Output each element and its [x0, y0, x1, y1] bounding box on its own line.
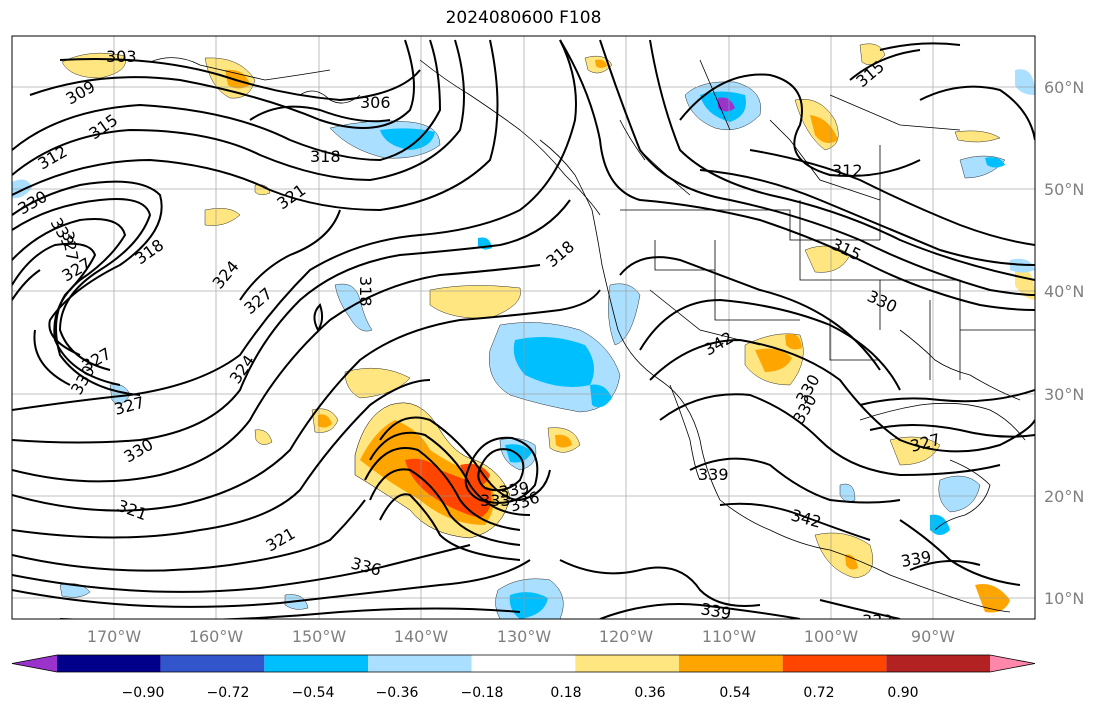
contour-lines — [12, 39, 1035, 619]
lat-label-30n: 30°N — [1044, 385, 1084, 404]
colorbar-tick-label: 0.36 — [634, 685, 665, 701]
lon-label-110w: 110°W — [702, 627, 757, 646]
longitude-labels: 170°W 160°W 150°W 140°W 130°W 120°W 110°… — [87, 627, 955, 646]
colorbar-tick-label: −0.36 — [376, 685, 419, 701]
coastlines — [149, 57, 1035, 613]
colorbar-segment — [679, 655, 783, 672]
contour-label: 306 — [360, 93, 391, 112]
contour-label: 339 — [699, 599, 732, 623]
grid-lines — [12, 36, 1035, 619]
lon-label-100w: 100°W — [804, 627, 859, 646]
lon-label-130w: 130°W — [497, 627, 552, 646]
contour-label: 339 — [698, 465, 729, 484]
colorbar-tick-label: 0.54 — [719, 685, 750, 701]
colorbar-tick-labels: −0.90 −0.72 −0.54 −0.36 −0.18 0.18 0.36 … — [122, 685, 919, 701]
latitude-labels: 60°N 50°N 40°N 30°N 20°N 10°N — [1044, 78, 1084, 608]
colorbar-extend-low — [12, 655, 57, 672]
contour-label: 303 — [106, 47, 137, 66]
lat-label-40n: 40°N — [1044, 282, 1084, 301]
colorbar — [11, 654, 1036, 673]
lat-label-60n: 60°N — [1044, 78, 1084, 97]
map-frame — [11, 35, 1036, 620]
colorbar-tick-label: 0.72 — [803, 685, 834, 701]
colorbar-segment — [886, 655, 990, 672]
contour-label: 318 — [310, 147, 341, 166]
colorbar-segment — [782, 655, 887, 672]
lon-label-90w: 90°W — [911, 627, 955, 646]
lat-label-10n: 10°N — [1044, 589, 1084, 608]
lon-label-170w: 170°W — [87, 627, 142, 646]
colorbar-segment — [57, 655, 161, 672]
colorbar-segment — [471, 655, 576, 672]
lon-label-150w: 150°W — [292, 627, 347, 646]
colorbar-tick-label: 0.90 — [887, 685, 918, 701]
lon-label-160w: 160°W — [189, 627, 244, 646]
map-title: 2024080600 F108 — [445, 8, 602, 28]
lon-label-140w: 140°W — [394, 627, 449, 646]
lat-label-50n: 50°N — [1044, 180, 1084, 199]
colorbar-outline — [11, 654, 1036, 673]
colorbar-segment — [368, 655, 472, 672]
colorbar-tick-label: −0.90 — [122, 685, 165, 701]
contour-label: 318 — [356, 276, 375, 307]
lon-label-120w: 120°W — [599, 627, 654, 646]
colorbar-segment — [264, 655, 368, 672]
colorbar-tick-label: −0.54 — [292, 685, 335, 701]
colorbar-segment — [160, 655, 265, 672]
lat-label-20n: 20°N — [1044, 487, 1084, 506]
colorbar-segment — [575, 655, 679, 672]
colorbar-extend-high — [990, 655, 1035, 672]
colorbar-tick-label: 0.18 — [550, 685, 581, 701]
colorbar-tick-label: −0.72 — [207, 685, 250, 701]
contour-label: 333 — [480, 491, 511, 510]
contour-label: 312 — [832, 161, 863, 180]
contour-label: 333 — [862, 611, 893, 630]
colorbar-tick-label: −0.18 — [461, 685, 504, 701]
